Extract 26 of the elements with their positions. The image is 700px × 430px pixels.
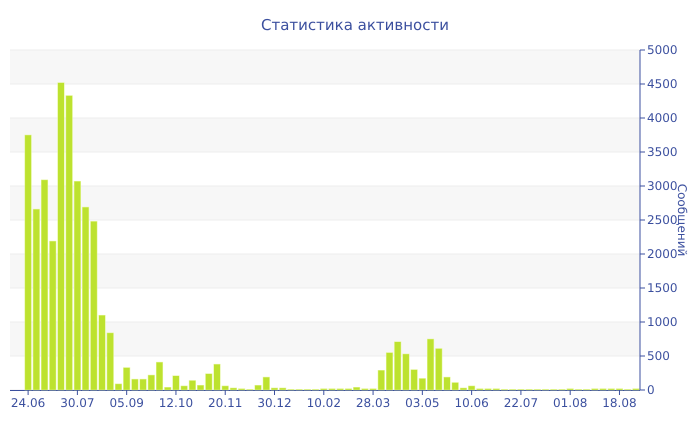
x-tick-label: 03.05 — [405, 396, 440, 410]
y-tick-label: 4000 — [647, 111, 678, 125]
x-tick-label: 12.10 — [158, 396, 194, 410]
x-tick-label: 01.08 — [553, 396, 588, 410]
x-tick-label: 10.02 — [306, 396, 341, 410]
x-tick-label: 10.06 — [454, 396, 489, 410]
x-tick-label: 18.08 — [602, 396, 637, 410]
y-tick-label: 3500 — [647, 145, 678, 159]
y-tick-label: 5000 — [647, 43, 678, 57]
y-tick-label: 0 — [647, 383, 655, 397]
y-axis-title: Сообщений — [675, 184, 689, 256]
chart-title: Статистика активности — [261, 16, 449, 34]
x-tick-label: 30.12 — [257, 396, 292, 410]
y-tick-label: 2000 — [647, 247, 678, 261]
y-tick-label: 2500 — [647, 213, 678, 227]
x-tick-label: 24.06 — [10, 396, 46, 410]
x-tick-label: 30.07 — [60, 396, 95, 410]
y-tick-label: 1000 — [647, 315, 678, 329]
x-tick-label: 20.11 — [208, 396, 242, 410]
y-tick-label: 4500 — [647, 77, 678, 91]
y-tick-label: 3000 — [647, 179, 678, 193]
y-tick-label: 1500 — [647, 281, 678, 295]
x-tick-label: 22.07 — [504, 396, 538, 410]
y-tick-label: 500 — [647, 349, 670, 363]
x-tick-label: 28.03 — [356, 396, 390, 410]
x-tick-label: 05.09 — [109, 396, 144, 410]
